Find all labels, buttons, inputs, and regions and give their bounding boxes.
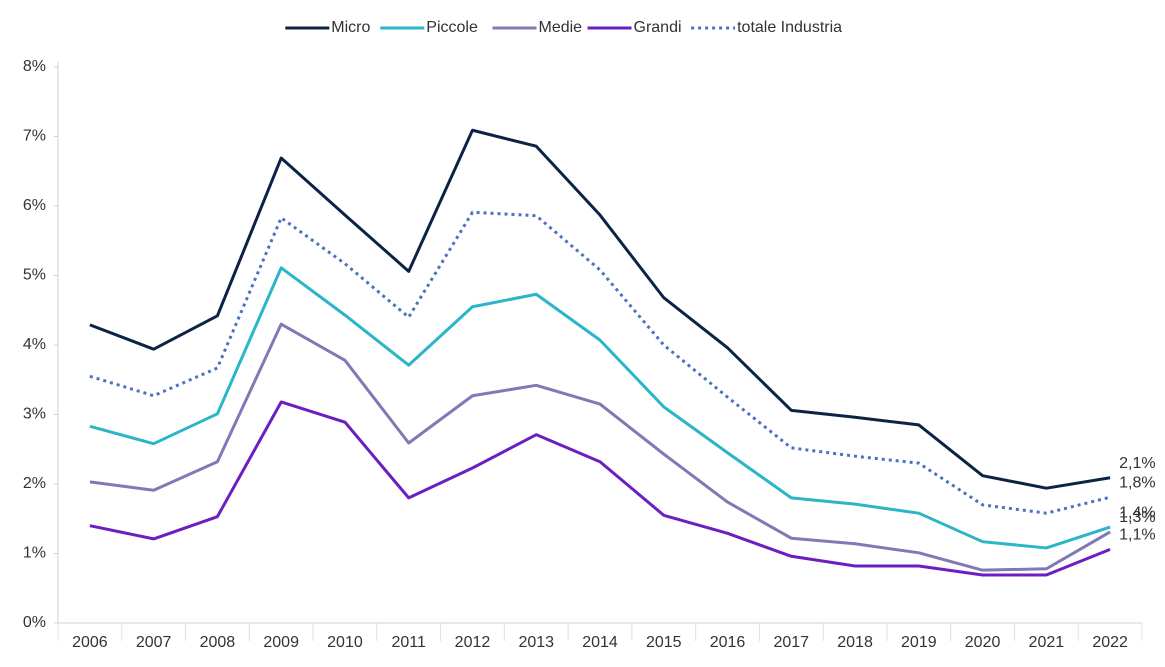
data-label: 2,1% [1119, 455, 1155, 472]
y-tick-label: 0% [23, 614, 46, 631]
data-label: 1,1% [1119, 527, 1155, 544]
x-tick-label: 2022 [1092, 634, 1128, 651]
x-tick-label: 2018 [837, 634, 873, 651]
legend-label: totale Industria [737, 19, 842, 36]
x-tick-label: 2011 [392, 634, 427, 651]
series-line [89, 322, 1111, 572]
x-tick-label: 2014 [582, 634, 618, 651]
data-label: 1,8% [1119, 474, 1155, 491]
x-tick-label: 2012 [455, 634, 491, 651]
data-label: 1,3% [1119, 509, 1155, 526]
x-tick-label: 2007 [136, 634, 172, 651]
legend-label: Micro [331, 19, 370, 36]
x-tick-label: 2015 [646, 634, 682, 651]
y-tick-label: 7% [23, 128, 46, 145]
x-tick-label: 2013 [518, 634, 554, 651]
legend-label: Grandi [634, 19, 682, 36]
x-tick-label: 2006 [72, 634, 108, 651]
y-tick-label: 8% [23, 58, 46, 75]
x-tick-label: 2008 [200, 634, 236, 651]
x-tick-label: 2016 [710, 634, 746, 651]
legend-label: Medie [539, 19, 583, 36]
x-tick-label: 2009 [263, 634, 299, 651]
x-tick-label: 2020 [965, 634, 1001, 651]
x-tick-label: 2010 [327, 634, 363, 651]
y-tick-label: 2% [23, 475, 46, 492]
data-label: 1,4% [1119, 504, 1155, 521]
x-tick-label: 2021 [1029, 634, 1065, 651]
y-tick-label: 4% [23, 336, 46, 353]
x-tick-label: 2019 [901, 634, 937, 651]
x-tick-label: 2017 [773, 634, 809, 651]
series-line [89, 266, 1111, 550]
y-tick-label: 6% [23, 197, 46, 214]
y-tick-label: 1% [23, 545, 46, 562]
series-line [89, 400, 1111, 577]
legend-label: Piccole [426, 19, 478, 36]
y-tick-label: 5% [23, 267, 46, 284]
series-line [89, 128, 1111, 490]
y-tick-label: 3% [23, 406, 46, 423]
